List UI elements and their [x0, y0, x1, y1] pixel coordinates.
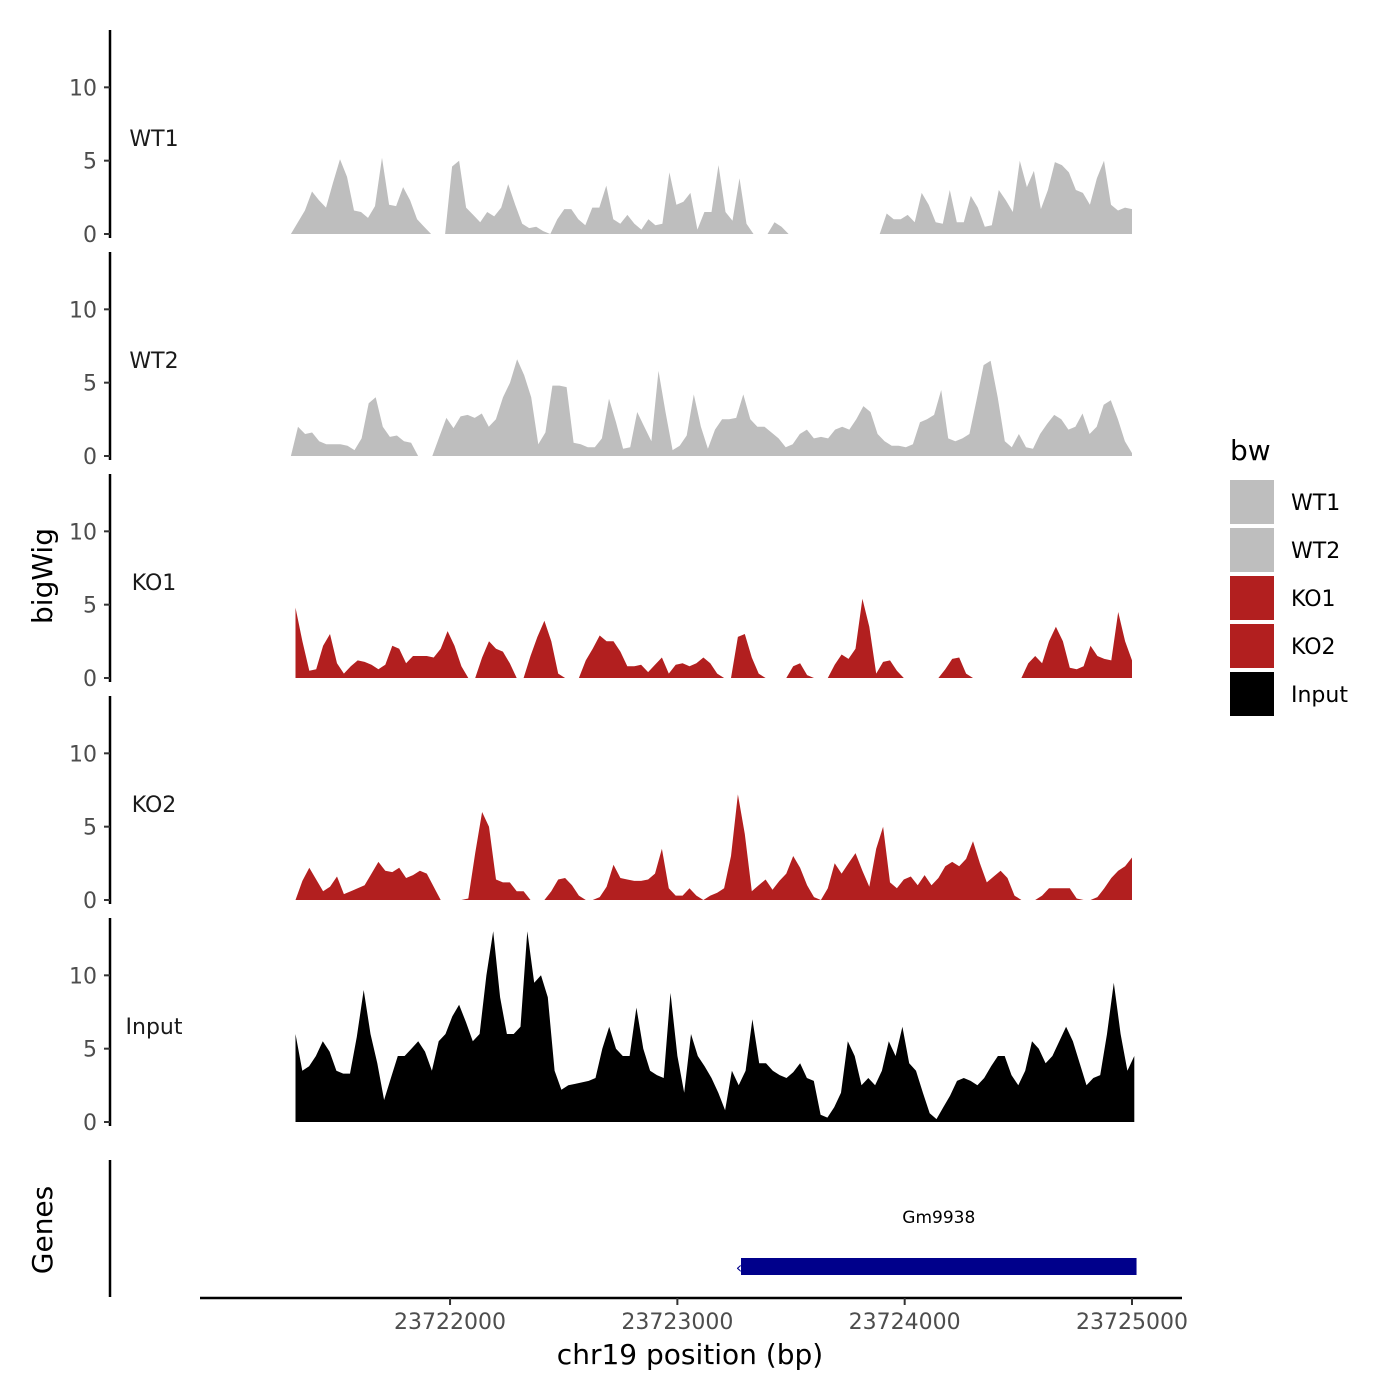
track-input: 0 5 10 Input: [69, 918, 1135, 1136]
coverage-area-wt2: [290, 359, 1132, 456]
y-tick-label: 0: [83, 1111, 97, 1136]
x-tick-label: 23722000: [394, 1310, 506, 1335]
x-tick-label: 23725000: [1076, 1310, 1188, 1335]
legend-label: WT2: [1291, 539, 1340, 564]
x-axis: 23722000 23723000 23724000 23725000: [200, 1296, 1188, 1335]
coverage-area-input: [295, 931, 1135, 1122]
y-tick-label: 0: [83, 667, 97, 692]
track-label: KO2: [132, 793, 177, 818]
y-tick-label: 10: [69, 76, 97, 101]
y-tick-label: 5: [83, 372, 97, 397]
y-tick-label: 5: [83, 816, 97, 841]
y-tick-label: 10: [69, 298, 97, 323]
x-tick-label: 23723000: [621, 1310, 733, 1335]
legend-swatch-ko2: [1230, 624, 1274, 668]
legend-swatch-wt2: [1230, 528, 1274, 572]
legend-swatch-input: [1230, 672, 1274, 716]
legend-swatch-wt1: [1230, 480, 1274, 524]
y-tick-label: 5: [83, 150, 97, 175]
y-tick-label: 5: [83, 594, 97, 619]
track-label: KO1: [132, 571, 177, 596]
y-tick-label: 10: [69, 742, 97, 767]
coverage-area-ko1: [295, 598, 1132, 678]
gene-label: Gm9938: [902, 1208, 975, 1228]
coverage-area-wt1: [290, 157, 1132, 234]
gene-body: [741, 1258, 1137, 1275]
strand-arrow-icon: ‹: [736, 1258, 742, 1277]
y-tick-label: 0: [83, 223, 97, 248]
legend-label: KO1: [1291, 587, 1336, 612]
legend-label: WT1: [1291, 491, 1340, 516]
y-tick-label: 10: [69, 520, 97, 545]
genes-axis-title: Genes: [26, 1186, 59, 1274]
y-tick-label: 0: [83, 445, 97, 470]
track-ko2: 0 5 10 KO2: [69, 696, 1132, 914]
legend: bw WT1 WT2 KO1 KO2 Input: [1230, 434, 1348, 716]
coverage-area-ko2: [295, 794, 1132, 900]
legend-label: KO2: [1291, 635, 1336, 660]
y-axis-title: bigWig: [26, 528, 59, 624]
track-label: WT1: [129, 127, 178, 152]
x-tick-label: 23724000: [849, 1310, 961, 1335]
legend-title: bw: [1230, 434, 1271, 467]
y-tick-label: 10: [69, 964, 97, 989]
track-ko1: 0 5 10 KO1: [69, 474, 1132, 692]
gene-panel: ‹ Gm9938: [108, 1160, 1137, 1297]
y-tick-label: 0: [83, 889, 97, 914]
tracks-layer: 0 5 10 WT1 0 5 10 WT2 0 5 10 KO1 0 5 10 KO2 0 5 10 Input: [69, 30, 1135, 1136]
legend-swatch-ko1: [1230, 576, 1274, 620]
legend-label: Input: [1291, 683, 1348, 708]
track-label: WT2: [129, 349, 178, 374]
y-tick-label: 5: [83, 1038, 97, 1063]
track-wt1: 0 5 10 WT1: [69, 30, 1132, 248]
track-wt2: 0 5 10 WT2: [69, 252, 1132, 470]
x-axis-title: chr19 position (bp): [557, 1338, 823, 1371]
track-label: Input: [126, 1015, 183, 1040]
